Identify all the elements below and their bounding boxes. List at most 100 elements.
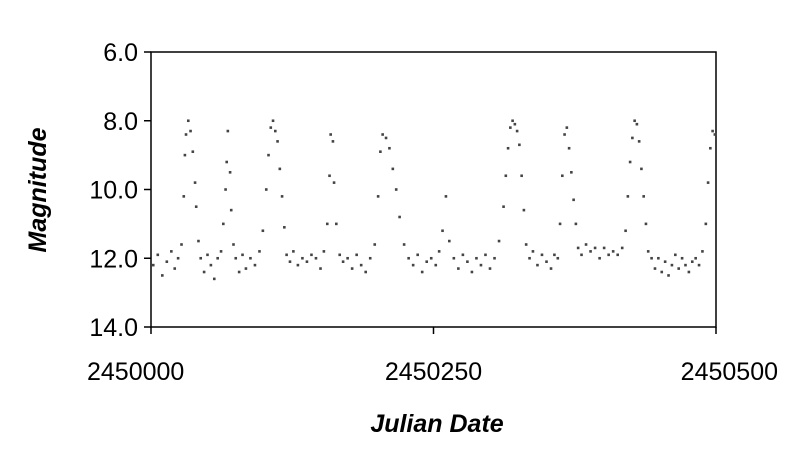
data-point bbox=[322, 250, 326, 253]
data-point bbox=[212, 277, 216, 281]
data-point bbox=[545, 260, 548, 263]
data-point bbox=[466, 260, 469, 263]
data-point bbox=[180, 243, 183, 246]
data-point bbox=[416, 253, 419, 257]
data-point bbox=[684, 263, 687, 267]
data-point bbox=[278, 167, 282, 171]
data-point bbox=[475, 256, 478, 260]
data-point bbox=[261, 229, 265, 233]
data-point bbox=[706, 181, 710, 184]
data-point bbox=[637, 140, 641, 143]
data-point bbox=[657, 256, 660, 260]
data-point bbox=[253, 263, 257, 267]
data-point bbox=[660, 270, 664, 274]
data-point bbox=[593, 246, 597, 250]
data-point bbox=[319, 267, 322, 270]
data-point bbox=[237, 270, 241, 274]
y-tick-label: 8.0 bbox=[103, 108, 138, 136]
data-point bbox=[561, 174, 564, 178]
data-point bbox=[394, 188, 398, 191]
data-point bbox=[411, 263, 415, 267]
data-point bbox=[640, 167, 643, 171]
data-point bbox=[572, 198, 575, 202]
data-point bbox=[663, 260, 667, 263]
data-point bbox=[335, 222, 338, 226]
data-point bbox=[452, 256, 456, 260]
data-point bbox=[536, 263, 539, 267]
data-point bbox=[425, 260, 429, 263]
data-point bbox=[314, 256, 318, 260]
data-point bbox=[407, 256, 410, 260]
y-tick-label: 12.0 bbox=[89, 245, 138, 273]
data-point bbox=[513, 122, 517, 126]
data-point bbox=[644, 222, 648, 226]
data-point bbox=[444, 195, 448, 198]
data-point bbox=[191, 150, 195, 153]
data-point bbox=[274, 129, 277, 133]
data-point bbox=[232, 243, 235, 246]
data-point bbox=[292, 250, 295, 253]
data-point bbox=[355, 253, 358, 257]
data-point bbox=[328, 174, 331, 178]
data-point bbox=[620, 246, 624, 250]
data-point bbox=[488, 267, 492, 270]
data-point bbox=[580, 253, 583, 257]
data-point bbox=[680, 256, 684, 260]
data-point bbox=[518, 143, 521, 147]
data-point bbox=[429, 256, 433, 260]
data-point bbox=[694, 256, 697, 260]
data-point bbox=[584, 243, 588, 246]
data-point bbox=[687, 270, 691, 274]
data-point bbox=[677, 267, 681, 270]
data-point bbox=[388, 146, 391, 150]
data-point bbox=[183, 153, 187, 157]
data-point bbox=[574, 222, 578, 226]
data-point bbox=[520, 174, 523, 178]
x-tick-label: 2450500 bbox=[681, 358, 778, 386]
data-point bbox=[288, 260, 292, 263]
data-point bbox=[376, 195, 380, 198]
data-point bbox=[189, 129, 192, 133]
y-tick-label: 6.0 bbox=[103, 39, 138, 67]
data-point bbox=[209, 263, 213, 267]
data-point bbox=[434, 263, 438, 267]
data-point bbox=[479, 263, 483, 267]
data-point bbox=[241, 253, 244, 257]
x-axis-title: Julian Date bbox=[370, 410, 503, 438]
data-point bbox=[602, 246, 606, 250]
data-point bbox=[470, 270, 474, 274]
data-point bbox=[346, 256, 349, 260]
data-point bbox=[631, 136, 634, 140]
data-point bbox=[502, 205, 505, 208]
data-point bbox=[704, 222, 708, 226]
data-point bbox=[650, 256, 653, 260]
data-point bbox=[398, 215, 401, 219]
data-point bbox=[437, 250, 441, 253]
data-point bbox=[267, 153, 270, 157]
data-point bbox=[296, 263, 300, 267]
y-axis-title: Magnitude bbox=[24, 127, 52, 252]
data-point bbox=[165, 260, 169, 263]
data-point bbox=[576, 246, 580, 250]
data-point bbox=[556, 256, 560, 260]
data-point bbox=[151, 263, 155, 267]
data-point bbox=[176, 256, 180, 260]
y-tick-label: 14.0 bbox=[89, 314, 138, 342]
x-tick-label: 2450250 bbox=[385, 358, 482, 386]
data-point bbox=[222, 222, 225, 226]
data-point bbox=[709, 146, 712, 150]
data-point bbox=[511, 119, 514, 123]
data-point bbox=[713, 133, 717, 136]
data-point bbox=[448, 239, 451, 243]
data-point bbox=[258, 250, 261, 253]
data-point bbox=[626, 195, 630, 198]
data-point bbox=[229, 208, 233, 212]
data-point bbox=[373, 243, 377, 246]
data-point bbox=[635, 122, 639, 126]
data-point bbox=[646, 250, 650, 253]
data-point bbox=[524, 243, 528, 246]
data-point bbox=[457, 267, 460, 270]
data-point bbox=[384, 136, 388, 140]
data-point bbox=[173, 267, 177, 270]
data-point bbox=[497, 239, 501, 243]
